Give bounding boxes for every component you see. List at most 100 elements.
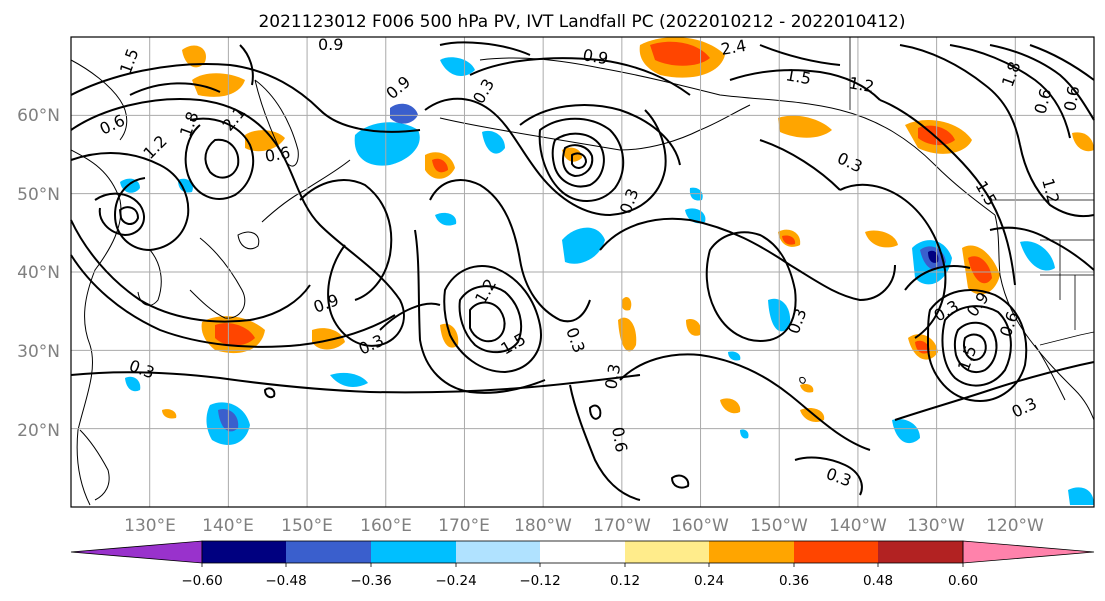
coastline-kuril <box>261 159 351 223</box>
contour-line <box>949 44 1071 139</box>
contour-line <box>562 144 594 177</box>
contour-line <box>569 384 641 501</box>
colorbar-cell <box>540 541 625 563</box>
colorbar-label: −0.48 <box>265 573 306 589</box>
colorbar-extend-max <box>962 540 1095 564</box>
contour-label: 0.3 <box>601 362 624 390</box>
lon-label: 150°E <box>281 516 333 536</box>
contour-line <box>705 231 797 342</box>
coastline-kamchatka <box>254 79 299 167</box>
contour-line <box>794 456 863 496</box>
colorbar-cell <box>625 541 709 563</box>
border-us-mexico <box>1039 331 1095 346</box>
shade-pos <box>618 317 637 352</box>
colorbar-frame <box>201 540 964 564</box>
shade-neg <box>178 178 193 193</box>
contour-line <box>184 117 255 200</box>
contour-line <box>469 301 506 343</box>
contour-line <box>70 371 641 394</box>
shade-neg <box>440 57 475 76</box>
lon-label: 170°W <box>593 516 651 536</box>
contour-line <box>70 152 190 251</box>
shade-pos <box>312 328 345 350</box>
contour-line <box>571 152 587 169</box>
lon-label: 150°W <box>750 516 808 536</box>
shade-pos <box>621 297 632 311</box>
shade-pos <box>800 383 814 393</box>
coastline-hawaii <box>799 377 806 384</box>
lat-label: 40°N <box>17 263 60 283</box>
contour-line <box>70 98 405 347</box>
coastline-japan <box>189 237 246 319</box>
contour-line <box>551 132 605 188</box>
contour-line <box>589 404 602 420</box>
contour-label: 0.6 <box>608 425 631 453</box>
shade-pos <box>782 235 796 245</box>
shade-neg <box>562 227 605 264</box>
colorbar-cell <box>202 541 286 563</box>
colorbar-cell <box>878 541 963 563</box>
lon-label: 160°W <box>671 516 729 536</box>
shade-pos <box>432 158 448 173</box>
lat-label: 60°N <box>17 106 60 126</box>
contour-line <box>941 305 1012 387</box>
contour-line <box>671 474 690 489</box>
contour-label: 1.5 <box>784 65 812 88</box>
coastline-philippines <box>79 429 110 501</box>
lon-label: 140°W <box>829 516 887 536</box>
shade-neg <box>125 376 141 392</box>
lon-label: 170°E <box>438 516 490 536</box>
figure-title: 2021123012 F006 500 hPa PV, IVT Landfall… <box>258 12 905 32</box>
shade-neg <box>354 122 420 166</box>
contour-line <box>599 217 896 301</box>
contour-label: 1.2 <box>847 73 875 96</box>
contour-line <box>729 69 881 101</box>
coastline-aleutians <box>439 104 751 151</box>
shade-neg <box>1068 487 1094 505</box>
colorbar-label: 0.24 <box>694 573 724 589</box>
shade-neg <box>1020 241 1055 271</box>
coastline-baja <box>1034 344 1066 401</box>
lon-label: 180°W <box>514 516 572 536</box>
colorbar-label: −0.36 <box>350 573 391 589</box>
lat-label: 30°N <box>17 342 60 362</box>
colorbar-cell <box>709 541 794 563</box>
contour-line <box>70 219 311 323</box>
colorbar-label: 0.36 <box>779 573 809 589</box>
colorbar-labels: −0.60 −0.48 −0.36 −0.24 −0.12 0.12 0.24 … <box>181 573 978 589</box>
contour-line <box>443 265 542 373</box>
contour-label: 0.9 <box>318 35 343 54</box>
contour-line <box>904 265 971 291</box>
contour-line <box>839 183 947 339</box>
lon-label: 120°W <box>986 516 1044 536</box>
lat-labels: 60°N 50°N 40°N 30°N 20°N <box>17 106 60 441</box>
contour-line <box>129 82 221 96</box>
contour-line <box>70 254 396 348</box>
shade-neg <box>892 418 920 444</box>
shade-pos <box>778 115 832 138</box>
lat-label: 50°N <box>17 185 60 205</box>
contour-line <box>94 192 145 236</box>
colorbar-cell <box>456 541 540 563</box>
colorbar-label: −0.24 <box>435 573 476 589</box>
contour-line <box>458 285 523 354</box>
contour-line <box>439 41 531 56</box>
shade-pos <box>192 73 245 97</box>
contour-label: 0.9 <box>581 45 609 68</box>
contour-line <box>414 229 546 394</box>
coastlines <box>70 57 1095 506</box>
contour-line <box>519 104 681 166</box>
contour-line <box>953 321 998 374</box>
contour-line <box>299 179 393 301</box>
contour-line <box>1019 144 1095 218</box>
shade-pos <box>720 398 741 414</box>
shade-neg <box>390 103 418 124</box>
shade-pos <box>215 323 255 346</box>
coastline-na-west <box>994 214 1095 421</box>
contour-label: 2.4 <box>719 36 747 59</box>
pv-contours <box>70 41 1095 501</box>
contour-label: 0.6 <box>263 143 291 166</box>
shade-pos <box>865 230 898 248</box>
contour-line <box>204 138 240 179</box>
